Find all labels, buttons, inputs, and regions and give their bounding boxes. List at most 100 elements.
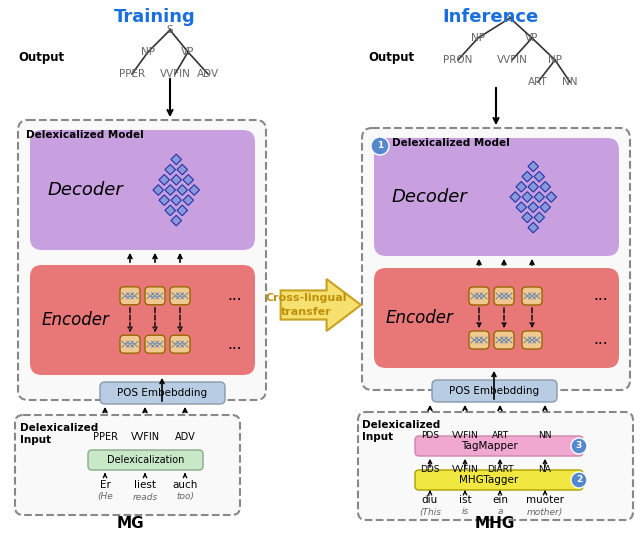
- FancyBboxPatch shape: [120, 335, 140, 353]
- Text: Er: Er: [100, 480, 111, 490]
- Text: Cross-lingual: Cross-lingual: [265, 293, 347, 303]
- Text: (This: (This: [419, 508, 441, 516]
- Text: Delexicalized
Input: Delexicalized Input: [362, 420, 440, 442]
- Text: Decoder: Decoder: [392, 188, 468, 206]
- Polygon shape: [522, 212, 532, 222]
- Polygon shape: [183, 174, 193, 185]
- FancyBboxPatch shape: [494, 331, 514, 349]
- FancyBboxPatch shape: [415, 436, 583, 456]
- Text: VVFIN: VVFIN: [452, 465, 478, 474]
- Text: mother): mother): [527, 508, 563, 516]
- Text: 1: 1: [377, 141, 383, 151]
- FancyBboxPatch shape: [15, 415, 240, 515]
- Text: TagMapper: TagMapper: [461, 441, 517, 451]
- Text: NP: NP: [548, 55, 562, 65]
- FancyBboxPatch shape: [374, 268, 619, 368]
- Text: ein: ein: [492, 495, 508, 505]
- Text: PPER: PPER: [93, 432, 118, 442]
- FancyBboxPatch shape: [120, 287, 140, 305]
- Polygon shape: [165, 205, 175, 215]
- Text: too): too): [176, 492, 194, 502]
- Polygon shape: [189, 185, 200, 195]
- Text: ADV: ADV: [197, 69, 219, 79]
- Polygon shape: [280, 279, 361, 331]
- Text: PRON: PRON: [444, 55, 473, 65]
- Text: ART: ART: [492, 431, 509, 440]
- Polygon shape: [165, 164, 175, 175]
- Text: 3: 3: [576, 442, 582, 450]
- Text: NP: NP: [141, 47, 155, 57]
- Text: DDS: DDS: [420, 465, 440, 474]
- Text: VP: VP: [181, 47, 195, 57]
- Text: Delexicalized Model: Delexicalized Model: [392, 138, 509, 148]
- Circle shape: [371, 137, 389, 155]
- Text: auch: auch: [172, 480, 198, 490]
- FancyBboxPatch shape: [18, 120, 266, 400]
- Text: Encoder: Encoder: [386, 309, 454, 327]
- Text: Encoder: Encoder: [42, 311, 110, 329]
- FancyBboxPatch shape: [522, 287, 542, 305]
- Polygon shape: [534, 171, 545, 182]
- Polygon shape: [177, 185, 188, 195]
- Text: POS Embebdding: POS Embebdding: [117, 388, 207, 398]
- Text: VVFIN: VVFIN: [452, 431, 478, 440]
- FancyBboxPatch shape: [358, 412, 633, 520]
- Polygon shape: [522, 171, 532, 182]
- Polygon shape: [171, 195, 182, 206]
- FancyBboxPatch shape: [494, 287, 514, 305]
- Polygon shape: [159, 174, 170, 185]
- Text: liest: liest: [134, 480, 156, 490]
- Text: reads: reads: [132, 492, 157, 502]
- Polygon shape: [183, 195, 193, 206]
- Polygon shape: [528, 161, 538, 172]
- Text: PPER: PPER: [119, 69, 145, 79]
- Text: ...: ...: [228, 288, 243, 303]
- Text: MHG: MHG: [475, 516, 515, 531]
- FancyBboxPatch shape: [362, 128, 630, 390]
- Polygon shape: [528, 222, 538, 233]
- FancyBboxPatch shape: [100, 382, 225, 404]
- FancyBboxPatch shape: [170, 287, 190, 305]
- Text: diu: diu: [422, 495, 438, 505]
- Text: is: is: [461, 508, 468, 516]
- Text: MHGTagger: MHGTagger: [460, 475, 518, 485]
- Text: ist: ist: [459, 495, 471, 505]
- FancyBboxPatch shape: [469, 331, 489, 349]
- FancyBboxPatch shape: [469, 287, 489, 305]
- Text: VVFIN: VVFIN: [159, 69, 191, 79]
- Text: VVFIN: VVFIN: [497, 55, 527, 65]
- Polygon shape: [540, 202, 550, 212]
- Polygon shape: [528, 202, 538, 212]
- Text: VP: VP: [525, 33, 539, 43]
- FancyBboxPatch shape: [145, 287, 165, 305]
- Text: Output: Output: [18, 51, 64, 64]
- Text: PDS: PDS: [421, 431, 439, 440]
- Text: ...: ...: [228, 337, 243, 352]
- FancyBboxPatch shape: [145, 335, 165, 353]
- Text: MG: MG: [116, 516, 144, 531]
- Polygon shape: [522, 192, 532, 202]
- Text: muoter: muoter: [526, 495, 564, 505]
- Polygon shape: [528, 181, 538, 192]
- Circle shape: [571, 438, 587, 454]
- Polygon shape: [171, 154, 182, 165]
- Polygon shape: [534, 192, 545, 202]
- FancyBboxPatch shape: [432, 380, 557, 402]
- Text: Delexicalized Model: Delexicalized Model: [26, 130, 144, 140]
- FancyBboxPatch shape: [88, 450, 203, 470]
- Polygon shape: [516, 202, 527, 212]
- FancyBboxPatch shape: [415, 470, 583, 490]
- Polygon shape: [159, 195, 170, 206]
- Text: (He: (He: [97, 492, 113, 502]
- Text: Inference: Inference: [442, 8, 538, 26]
- Text: transfer: transfer: [280, 307, 332, 317]
- Text: ...: ...: [594, 288, 608, 303]
- Text: ...: ...: [594, 333, 608, 348]
- Polygon shape: [177, 164, 188, 175]
- Polygon shape: [540, 181, 550, 192]
- Text: POS Embebdding: POS Embebdding: [449, 386, 540, 396]
- Circle shape: [571, 472, 587, 488]
- Text: 2: 2: [576, 476, 582, 484]
- Text: NP: NP: [471, 33, 485, 43]
- Polygon shape: [534, 212, 545, 222]
